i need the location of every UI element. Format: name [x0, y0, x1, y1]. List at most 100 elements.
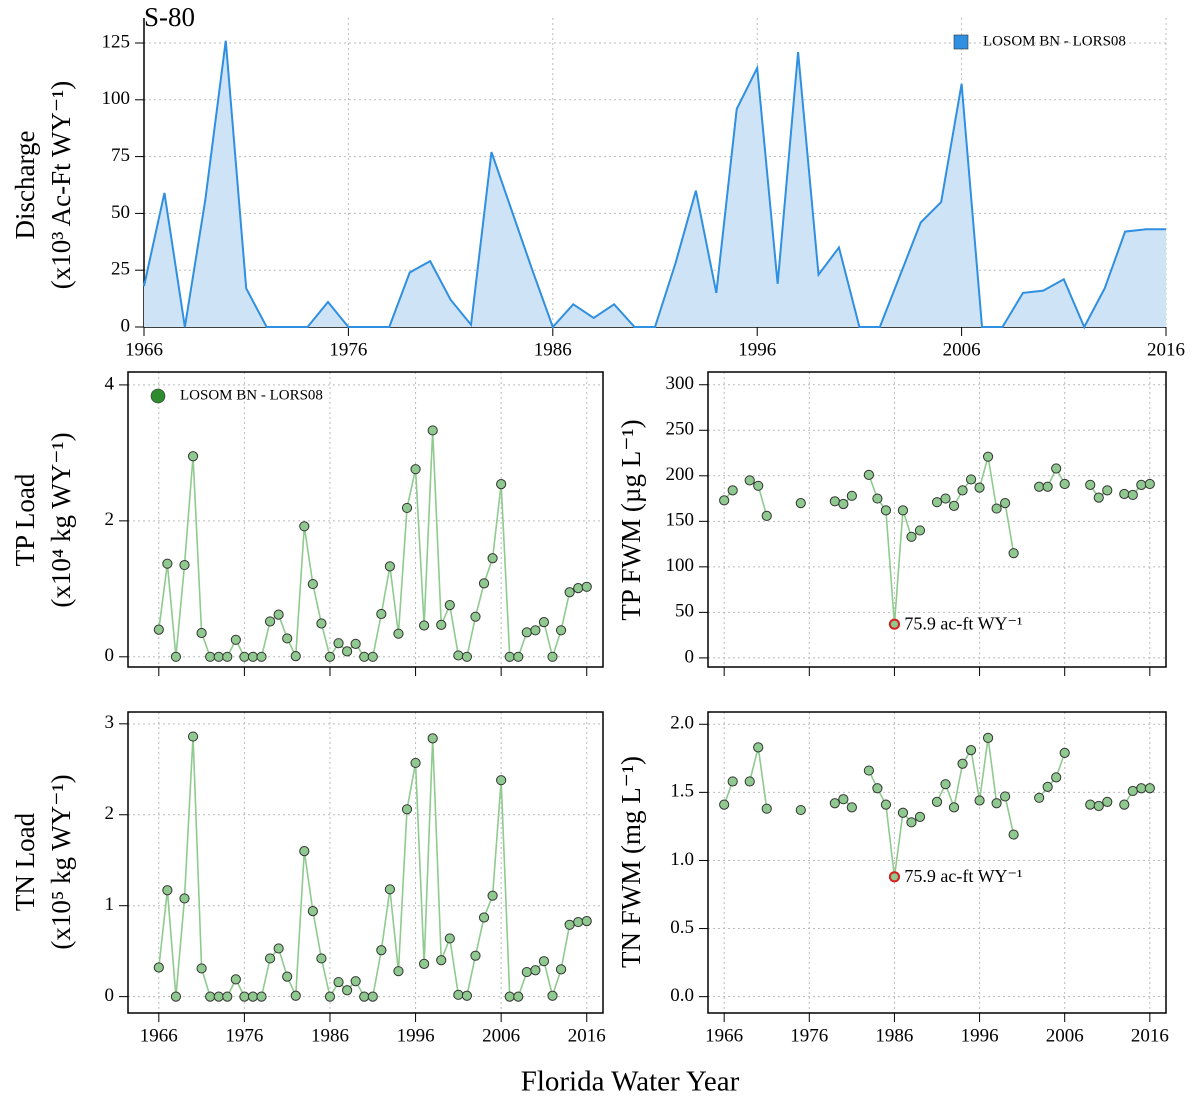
data-point [205, 651, 216, 662]
data-point [170, 991, 182, 1002]
data-point [906, 817, 917, 828]
data-point [410, 464, 421, 475]
data-point [299, 521, 310, 532]
plot-frame [127, 371, 604, 668]
data-point [795, 498, 806, 509]
data-point [384, 561, 395, 572]
data-point [367, 991, 378, 1002]
data-point [530, 625, 541, 636]
data-point [239, 651, 250, 662]
legend-label: LOSOM BN - LORS08 [180, 387, 323, 403]
data-point [965, 745, 977, 756]
data-point [470, 611, 481, 622]
data-point [316, 953, 327, 964]
legend-marker [953, 34, 969, 50]
data-point [290, 990, 301, 1001]
data-point [914, 525, 926, 536]
y-tick-label: 25 [111, 259, 130, 280]
data-point [1119, 799, 1130, 810]
data-point [230, 974, 241, 985]
data-point [513, 991, 524, 1002]
data-point [1136, 783, 1147, 794]
data-point [307, 906, 318, 917]
data-point [496, 775, 507, 786]
legend-label: LOSOM BN - LORS08 [983, 33, 1126, 49]
data-point [581, 916, 592, 927]
data-point [1000, 791, 1011, 802]
data-point [393, 966, 404, 977]
data-point [564, 919, 575, 930]
data-point [727, 485, 738, 496]
data-point [1042, 781, 1053, 793]
data-point [931, 796, 943, 807]
data-point [359, 651, 370, 662]
series-line [143, 40, 1166, 330]
x-tick-label: 2006 [943, 339, 981, 360]
data-point [239, 991, 250, 1002]
data-point [273, 609, 284, 620]
data-point [324, 651, 336, 662]
y-tick-label: 125 [102, 31, 131, 52]
data-point [547, 990, 558, 1001]
data-point [564, 587, 575, 598]
data-point [931, 497, 943, 508]
data-point [376, 608, 387, 620]
data-point [1127, 489, 1138, 501]
y-tick-label: 50 [111, 202, 130, 223]
data-point [1059, 478, 1070, 490]
data-point [282, 633, 293, 644]
x-tick-label: 2016 [1131, 1025, 1169, 1046]
data-point [982, 732, 994, 743]
data-point [316, 618, 327, 629]
data-point [1144, 478, 1155, 490]
data-point [384, 884, 395, 895]
data-point [1136, 479, 1147, 491]
y-tick-label: 200 [666, 464, 695, 485]
data-point [333, 638, 344, 649]
data-point [1085, 479, 1096, 491]
y-tick-label: 2 [105, 803, 115, 824]
y-tick-label: 50 [675, 601, 694, 622]
y-tick-label: 150 [666, 510, 695, 531]
data-point [744, 776, 755, 787]
data-point [401, 804, 413, 815]
data-point [350, 638, 361, 649]
data-point [367, 651, 378, 662]
data-point [436, 619, 447, 630]
data-point [761, 510, 772, 521]
plot-frame [127, 711, 604, 1014]
x-tick-label: 1976 [790, 1025, 828, 1046]
data-point [872, 783, 883, 794]
y-tick-label: 300 [666, 373, 695, 394]
x-tick-label: 1986 [875, 1025, 913, 1046]
data-point [153, 962, 164, 973]
x-tick-label: 1996 [397, 1025, 435, 1046]
data-point [478, 912, 490, 923]
data-point [573, 583, 584, 594]
data-point [376, 945, 387, 956]
data-point [222, 651, 233, 662]
annotation: 75.9 ac-ft WY⁻¹ [904, 866, 1022, 886]
x-tick-label: 1986 [311, 1025, 349, 1046]
data-point [1059, 747, 1070, 758]
data-point [264, 953, 276, 964]
data-point [470, 950, 481, 961]
x-tick-label: 1976 [329, 339, 367, 360]
y-tick-label: 0 [685, 646, 695, 667]
data-point [1093, 492, 1104, 503]
data-point [906, 531, 917, 542]
data-point [504, 991, 515, 1002]
x-axis-label: Florida Water Year [521, 1066, 740, 1098]
data-point [914, 811, 926, 822]
data-point [427, 733, 438, 744]
data-point [727, 776, 738, 787]
x-tick-label: 1996 [738, 339, 776, 360]
data-point [888, 871, 901, 883]
data-point [461, 651, 473, 662]
data-point [846, 490, 857, 501]
data-point [213, 991, 224, 1002]
plot-frame [707, 371, 1167, 668]
data-point [521, 966, 532, 978]
x-tick-label: 2006 [1046, 1025, 1084, 1046]
data-point [187, 731, 199, 742]
